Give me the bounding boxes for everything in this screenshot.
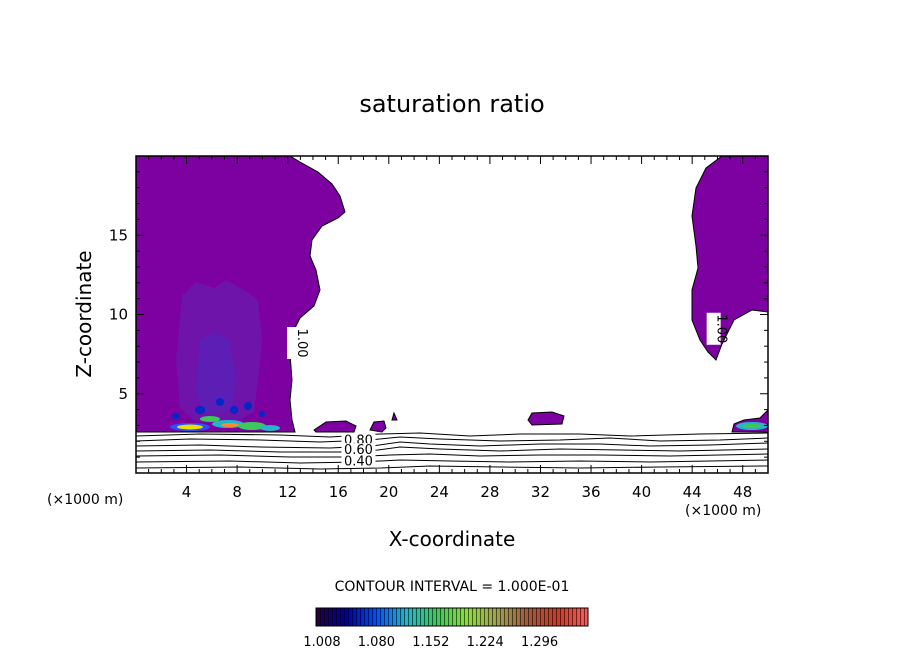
x-tick-label: 28: [480, 483, 499, 501]
contour-label-gap: [287, 327, 301, 360]
contour-label-gap: [341, 433, 376, 446]
x-tick-label: 24: [430, 483, 449, 501]
x-tick-label: 36: [581, 483, 600, 501]
supersaturation-blobs: [170, 398, 768, 431]
contour-label-gap: [341, 454, 376, 467]
x-unit-left: (×1000 m): [47, 492, 123, 508]
inner-shade-left-core: [196, 332, 236, 414]
x-tick-label: 40: [632, 483, 651, 501]
colorbar-tick-label: 1.152: [412, 635, 449, 650]
x-tick-label: 20: [379, 483, 398, 501]
chart-title: saturation ratio: [359, 90, 544, 118]
plot-area: 1.00 1.000.800.600.40: [136, 156, 768, 473]
y-axis-label: Z-coordinate: [72, 250, 96, 377]
x-tick-label: 48: [733, 483, 752, 501]
x-tick-label: 32: [531, 483, 550, 501]
saturated-patch-16: [313, 420, 357, 433]
contour-labels: 1.00 1.000.800.600.40: [287, 312, 729, 469]
y-axis-ticks: 5 10 15: [109, 171, 768, 458]
colorbar-ticks: 1.008 1.080 1.152 1.224 1.296: [303, 635, 558, 650]
x-tick-label: 44: [683, 483, 702, 501]
x-tick-label: 16: [329, 483, 348, 501]
x-unit-right: (×1000 m): [685, 503, 761, 519]
x-tick-label: 8: [232, 483, 242, 501]
colorbar-tick-label: 1.080: [358, 635, 395, 650]
colorbar: [315, 607, 589, 627]
x-axis-label: X-coordinate: [389, 527, 516, 551]
saturated-patch-19: [369, 420, 387, 433]
y-tick-label: 5: [118, 385, 128, 403]
contour-label-gap: [706, 312, 721, 345]
colorbar-stripes: [316, 608, 588, 626]
y-tick-label: 15: [109, 226, 128, 244]
saturated-patch-20: [391, 411, 398, 421]
x-tick-label: 12: [278, 483, 297, 501]
colorbar-tick-label: 1.296: [521, 635, 558, 650]
x-tick-label: 4: [182, 483, 192, 501]
contour-label: 1.00: [714, 314, 729, 343]
colorbar-frame: [315, 607, 589, 627]
contour-label: 0.40: [344, 454, 373, 469]
colorbar-tick-label: 1.008: [303, 635, 340, 650]
contour-label: 1.00: [294, 329, 309, 358]
x-axis-ticks: 4 8 12 16 20 24 28 32 36 40 44 48: [148, 156, 756, 501]
y-tick-label: 10: [109, 306, 128, 324]
contour-interval-label: CONTOUR INTERVAL = 1.000E-01: [335, 579, 570, 595]
colorbar-tick-label: 1.224: [467, 635, 504, 650]
saturated-region-right: [691, 156, 768, 361]
contour-label-gap: [341, 443, 376, 456]
saturated-patch-32: [527, 411, 565, 426]
subsaturation-contours: [136, 432, 768, 470]
